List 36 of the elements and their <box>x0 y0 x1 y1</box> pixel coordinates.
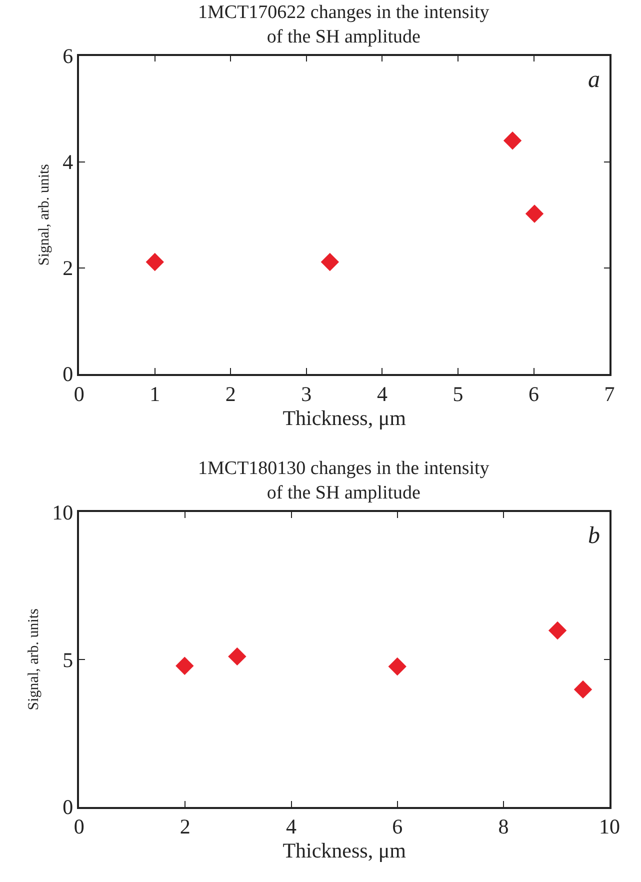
y-tick-label: 10 <box>52 500 74 524</box>
y-axis-title: Signal, arb. units <box>36 164 52 266</box>
point <box>503 132 522 150</box>
y-tick-label: 6 <box>62 44 74 68</box>
y-tick-label: 0 <box>62 362 74 386</box>
point <box>320 252 340 272</box>
point <box>388 657 406 676</box>
point <box>548 621 567 640</box>
x-tick-label: 1 <box>150 382 160 406</box>
x-axis-title: Thickness, μm <box>282 406 406 430</box>
point <box>146 252 164 272</box>
annotation: b <box>588 523 600 549</box>
x-tick-label: 10 <box>599 814 620 839</box>
x-tick-label: 7 <box>604 382 615 406</box>
x-tick-label: 5 <box>452 382 464 406</box>
x-tick-label: 4 <box>376 382 388 406</box>
annotation: a <box>588 67 600 93</box>
point <box>228 647 246 666</box>
point <box>574 680 592 699</box>
x-tick-label: 6 <box>392 814 403 839</box>
x-tick-label: 2 <box>225 382 236 406</box>
y-tick-label: 0 <box>62 795 74 820</box>
y-tick-label: 2 <box>62 256 74 280</box>
y-tick-label: 4 <box>62 150 74 174</box>
x-tick-label: 8 <box>498 814 509 839</box>
point <box>176 656 194 675</box>
x-tick-label: 3 <box>301 382 312 406</box>
y-axis-title: Signal, arb. units <box>26 608 42 710</box>
y-tick-label: 5 <box>62 648 74 672</box>
point <box>525 204 544 223</box>
x-tick-label: 2 <box>180 814 190 839</box>
x-axis-title: Thickness, μm <box>282 838 406 863</box>
x-tick-label: 6 <box>528 382 540 406</box>
chart-title: 1MCT180130 changes in the intensity of the SH amplitude <box>198 458 490 504</box>
x-tick-label: 4 <box>286 814 298 839</box>
chart-title: 1MCT170622 changes in the intensity of the SH amplitude <box>198 2 490 48</box>
